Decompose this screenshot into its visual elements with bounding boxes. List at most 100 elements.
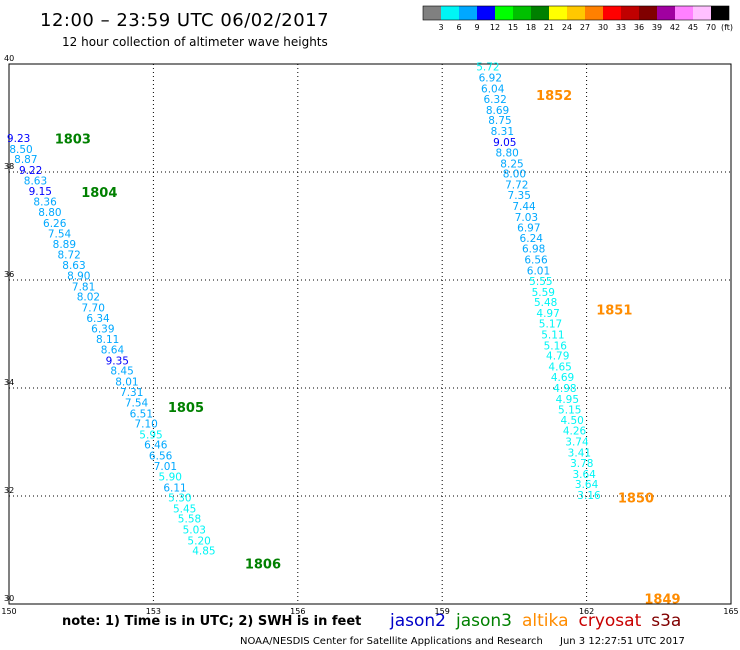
wave-height-value: 3.64 (572, 469, 596, 481)
wave-height-value: 8.45 (110, 366, 133, 378)
wave-height-value: 4.50 (560, 415, 583, 427)
time-label: 1803 (55, 133, 91, 148)
wave-height-value: 8.63 (62, 260, 85, 272)
footer-note: note: 1) Time is in UTC; 2) SWH is in fe… (62, 614, 361, 629)
legend-label: 45 (688, 23, 698, 32)
wave-height-value: 7.10 (134, 419, 157, 431)
wave-height-value: 5.55 (529, 276, 552, 288)
legend-label: 33 (616, 23, 626, 32)
wave-height-value: 3.78 (570, 458, 593, 470)
satellite-s3a: s3a (651, 611, 681, 631)
wave-height-value: 4.65 (548, 361, 571, 373)
legend-unit: (ft) (721, 23, 733, 32)
wave-height-value: 6.34 (86, 313, 110, 325)
wave-height-value: 6.04 (481, 83, 505, 95)
wave-height-value: 7.72 (505, 179, 528, 191)
satellite-jason2: jason2 (389, 611, 446, 631)
wave-height-value: 8.80 (495, 148, 518, 160)
wave-height-value: 3.16 (577, 490, 601, 502)
x-tick-label: 153 (146, 607, 161, 616)
wave-height-value: 9.15 (29, 186, 52, 198)
wave-height-value: 6.97 (517, 223, 540, 235)
y-tick-label: 32 (4, 486, 14, 495)
legend-swatch (621, 6, 639, 20)
wave-height-value: 7.81 (72, 281, 95, 293)
wave-height-value: 5.72 (476, 62, 499, 74)
wave-height-value: 7.35 (508, 190, 531, 202)
legend-swatch (441, 6, 459, 20)
satellite-legend: jason2 jason3 altika cryosat s3a (389, 611, 681, 631)
legend-swatch (423, 6, 441, 20)
legend-label: 27 (580, 23, 590, 32)
wave-height-value: 8.80 (38, 207, 61, 219)
legend-label: 39 (652, 23, 662, 32)
wave-height-value: 9.05 (493, 137, 516, 149)
wave-height-value: 3.74 (565, 436, 589, 448)
time-label: 1806 (245, 558, 281, 573)
wave-height-value: 8.01 (115, 377, 138, 389)
wave-height-value: 6.01 (527, 265, 550, 277)
legend-label: 3 (438, 23, 443, 32)
wave-height-value: 3.64 (575, 479, 599, 491)
wave-height-value: 6.51 (130, 408, 153, 420)
wave-height-value: 4.97 (536, 308, 559, 320)
plot-area: 150 153 156 159 162 1653032343638409.238.508.… (1, 54, 738, 616)
legend-swatch (531, 6, 549, 20)
satellite-jason3: jason3 (455, 611, 512, 631)
legend-label: 18 (526, 23, 536, 32)
legend-swatch (603, 6, 621, 20)
time-label: 1850 (618, 492, 654, 507)
legend-label: 15 (508, 23, 518, 32)
legend-frame (422, 5, 730, 21)
wave-height-value: 8.64 (101, 345, 125, 357)
wave-height-value: 8.72 (57, 250, 80, 262)
wave-height-value: 7.54 (48, 229, 72, 241)
legend-label: 9 (474, 23, 479, 32)
legend-label: 70 (706, 23, 716, 32)
wave-height-value: 4.69 (551, 372, 574, 384)
wave-height-value: 6.92 (479, 73, 502, 85)
y-tick-label: 40 (4, 54, 14, 63)
x-tick-label: 165 (723, 607, 738, 616)
wave-height-value: 8.11 (96, 334, 119, 346)
wave-height-value: 5.48 (534, 297, 557, 309)
legend-label: 21 (544, 23, 554, 32)
y-tick-label: 36 (4, 270, 14, 279)
wave-height-value: 8.50 (9, 144, 32, 156)
wave-height-value: 8.25 (500, 158, 523, 170)
legend-label: 24 (562, 23, 572, 32)
wave-height-value: 6.24 (520, 233, 544, 245)
wave-height-value: 8.69 (486, 105, 509, 117)
color-legend: 3 6 9 12 15 18 21 24 27 30 33 36 39 42 45 70 (ft) (422, 5, 733, 32)
y-tick-label: 30 (4, 594, 14, 603)
wave-height-value: 5.59 (532, 287, 555, 299)
legend-swatch (477, 6, 495, 20)
wave-height-value: 9.22 (19, 165, 42, 177)
wave-height-value: 9.35 (106, 355, 129, 367)
wave-height-value: 6.46 (144, 440, 168, 452)
wave-height-value: 3.41 (568, 447, 591, 459)
wave-height-value: 6.32 (483, 94, 506, 106)
wave-height-value: 5.45 (173, 503, 196, 515)
wave-height-value: 8.02 (77, 292, 100, 304)
wave-height-value: 8.75 (488, 115, 511, 127)
map-subtitle: 12 hour collection of altimeter wave hei… (62, 35, 328, 49)
wave-height-value: 5.11 (541, 330, 564, 342)
wave-height-value: 6.56 (524, 254, 548, 266)
time-label: 1804 (81, 186, 117, 201)
legend-label: 36 (634, 23, 644, 32)
wave-height-value: 8.90 (67, 271, 90, 283)
credit-text: NOAA/NESDIS Center for Satellite Applica… (240, 636, 543, 647)
time-label: 1849 (644, 593, 680, 608)
legend-swatch (513, 6, 531, 20)
wave-height-value: 7.03 (515, 212, 538, 224)
time-label: 1805 (168, 401, 204, 416)
wave-height-value: 6.26 (43, 218, 67, 230)
wave-height-value: 5.90 (159, 472, 182, 484)
legend-swatch (549, 6, 567, 20)
wave-height-value: 6.11 (163, 482, 186, 494)
wave-height-value: 7.01 (154, 461, 177, 473)
wave-height-value: 7.70 (82, 303, 105, 315)
wave-height-value: 4.26 (563, 426, 587, 438)
